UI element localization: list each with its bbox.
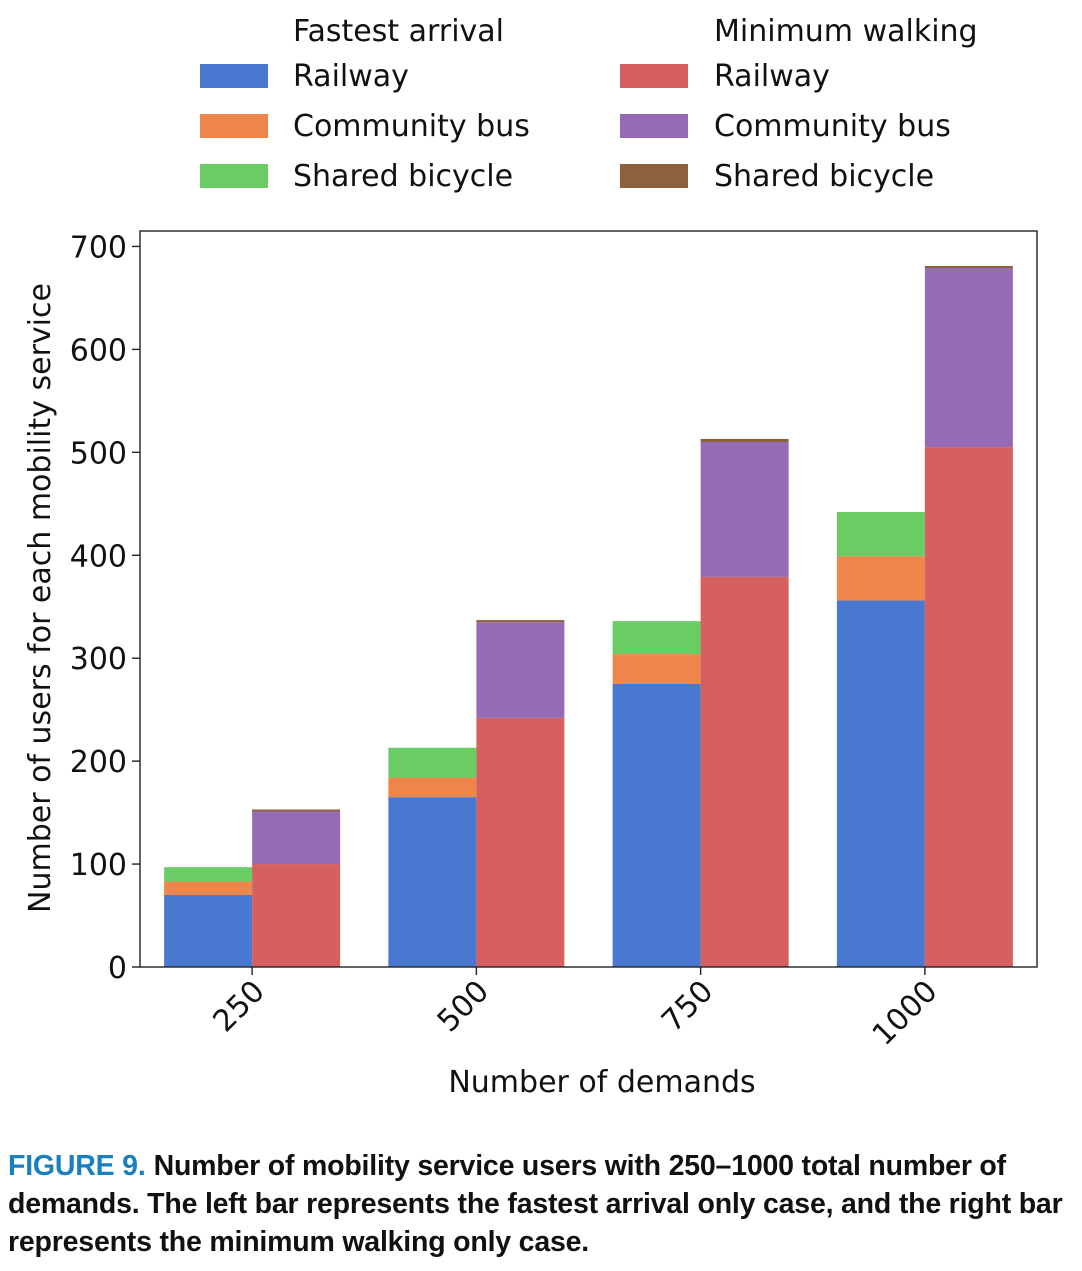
bars-layer [164, 265, 1013, 967]
figure-caption: FIGURE 9. Number of mobility service user… [8, 1147, 1076, 1261]
bar-minimum-walking-shared-bicycle-750 [700, 438, 789, 443]
bar-fastest-arrival-shared-bicycle-250 [164, 867, 253, 882]
legend-label: Railway [714, 59, 830, 94]
bar-minimum-walking-railway-500 [476, 717, 565, 967]
x-tick-label: 750 [655, 974, 720, 1039]
plot-frame [139, 230, 1038, 968]
legend-swatch [620, 114, 688, 138]
legend-label: Community bus [293, 109, 530, 144]
bar-minimum-walking-railway-750 [700, 576, 789, 967]
y-tick-label: 300 [70, 642, 127, 677]
bar-fastest-arrival-community-bus-500 [388, 777, 477, 798]
legend-swatch [620, 64, 688, 88]
legend: Fastest arrival Railway Community bus Share… [200, 14, 978, 194]
caption-text: Number of mobility service users with 25… [8, 1150, 1063, 1258]
y-tick-label: 100 [70, 848, 127, 883]
bar-fastest-arrival-community-bus-750 [612, 654, 701, 684]
bar-fastest-arrival-railway-750 [612, 683, 701, 967]
legend-label: Railway [293, 59, 409, 94]
legend-label: Community bus [714, 109, 951, 144]
legend-swatch [200, 114, 268, 138]
bar-minimum-walking-shared-bicycle-250 [252, 809, 341, 812]
y-tick-label: 200 [70, 745, 127, 780]
y-tick-label: 0 [108, 951, 127, 986]
bar-minimum-walking-shared-bicycle-1000 [924, 265, 1013, 269]
x-tick-label: 500 [431, 974, 496, 1039]
y-axis-label: Number of users for each mobility servic… [23, 283, 58, 913]
legend-swatch [200, 164, 268, 188]
legend-label: Shared bicycle [714, 159, 934, 194]
legend-swatch [200, 64, 268, 88]
legend-label: Shared bicycle [293, 159, 513, 194]
stacked-bar-chart: Fastest arrival Railway Community bus Share… [23, 14, 1038, 1100]
y-tick-label: 600 [70, 333, 127, 368]
bar-minimum-walking-railway-250 [252, 864, 341, 967]
x-tick-label: 250 [207, 974, 272, 1039]
y-tick-label: 700 [70, 230, 127, 265]
bar-fastest-arrival-railway-250 [164, 894, 253, 967]
bar-fastest-arrival-shared-bicycle-500 [388, 747, 477, 778]
bar-fastest-arrival-railway-1000 [836, 600, 925, 967]
bar-fastest-arrival-community-bus-1000 [836, 556, 925, 601]
figure-label: FIGURE 9. [8, 1150, 146, 1182]
bar-minimum-walking-community-bus-250 [252, 811, 341, 865]
bar-fastest-arrival-shared-bicycle-750 [612, 621, 701, 655]
legend-swatch [620, 164, 688, 188]
bar-fastest-arrival-shared-bicycle-1000 [836, 512, 925, 557]
x-tick-label: 1000 [866, 974, 945, 1053]
bar-fastest-arrival-community-bus-250 [164, 881, 253, 895]
bar-minimum-walking-railway-1000 [924, 447, 1013, 967]
legend-group-title: Fastest arrival [293, 14, 504, 49]
bar-minimum-walking-shared-bicycle-500 [476, 620, 565, 623]
y-tick-label: 500 [70, 436, 127, 471]
legend-group-title: Minimum walking [714, 14, 978, 49]
bar-minimum-walking-community-bus-1000 [924, 268, 1013, 448]
x-axis-label: Number of demands [448, 1065, 755, 1100]
bar-minimum-walking-community-bus-500 [476, 622, 565, 718]
bar-fastest-arrival-railway-500 [388, 797, 477, 967]
y-tick-label: 400 [70, 539, 127, 574]
bar-minimum-walking-community-bus-750 [700, 442, 789, 577]
